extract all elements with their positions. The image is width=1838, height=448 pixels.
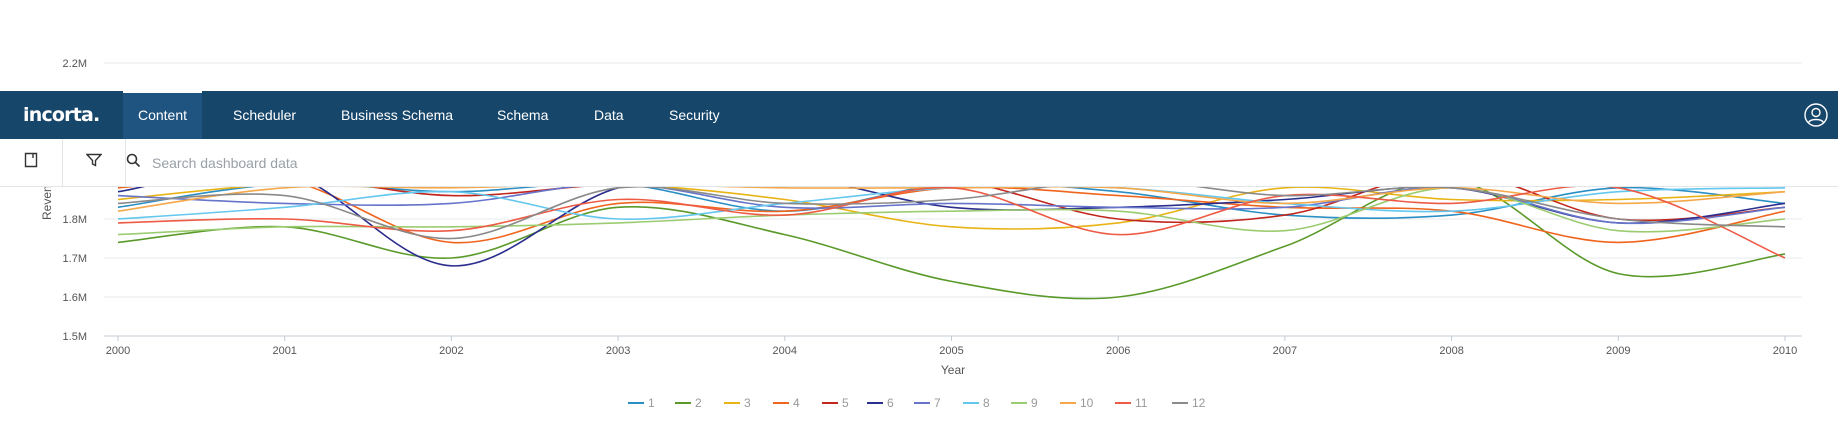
search-icon [126, 153, 141, 173]
x-tick-label: 2010 [1773, 345, 1797, 357]
x-tick-label: 2002 [439, 345, 463, 357]
y-tick-label: 2.2M [63, 58, 87, 70]
x-tick-label: 2007 [1273, 345, 1297, 357]
legend-label-2: 2 [695, 396, 702, 410]
x-tick-label: 2001 [272, 345, 296, 357]
x-tick-label: 2009 [1606, 345, 1630, 357]
nav-tab-schema[interactable]: Schema [497, 107, 549, 123]
legend-label-7: 7 [934, 396, 941, 410]
legend-label-9: 9 [1031, 396, 1038, 410]
bookmark-icon [24, 152, 38, 173]
bookmark-button[interactable] [0, 139, 63, 186]
x-tick-label: 2005 [939, 345, 963, 357]
nav-tab-business-schema[interactable]: Business Schema [341, 107, 454, 123]
legend-label-11: 11 [1135, 396, 1148, 410]
series-line-12 [117, 179, 1786, 240]
legend-label-5: 5 [842, 396, 849, 410]
nav-tab-security[interactable]: Security [669, 107, 720, 123]
x-tick-label: 2003 [606, 345, 630, 357]
legend-label-1: 1 [648, 396, 655, 410]
dashboard-toolbar [0, 139, 1838, 187]
user-circle-icon[interactable] [1804, 103, 1828, 127]
legend-label-4: 4 [793, 396, 800, 410]
y-tick-label: 1.8M [63, 214, 87, 226]
y-tick-label: 1.6M [63, 292, 87, 304]
nav-tab-scheduler[interactable]: Scheduler [233, 107, 297, 123]
legend-label-3: 3 [744, 396, 751, 410]
x-tick-label: 2008 [1439, 345, 1463, 357]
filter-button[interactable] [63, 139, 126, 186]
nav-tab-content[interactable]: Content [123, 91, 202, 139]
search-input[interactable] [150, 153, 754, 172]
top-navigation-bar: incorta. Content Scheduler Business Sche… [0, 91, 1838, 139]
series-line-7 [117, 183, 1786, 225]
x-tick-label: 2006 [1106, 345, 1130, 357]
y-tick-label: 1.7M [63, 253, 87, 265]
x-tick-label: 2000 [106, 345, 130, 357]
filter-icon [85, 153, 103, 172]
dashboard-search [126, 139, 1026, 186]
legend-label-10: 10 [1080, 396, 1094, 410]
legend-label-6: 6 [887, 396, 894, 410]
legend-label-12: 12 [1192, 396, 1206, 410]
x-axis-label: Year [941, 363, 965, 377]
nav-tab-data[interactable]: Data [594, 107, 624, 123]
x-tick-label: 2004 [773, 345, 797, 357]
legend-label-8: 8 [983, 396, 990, 410]
y-tick-label: 1.5M [63, 331, 87, 343]
incorta-logo: incorta. [23, 104, 100, 126]
